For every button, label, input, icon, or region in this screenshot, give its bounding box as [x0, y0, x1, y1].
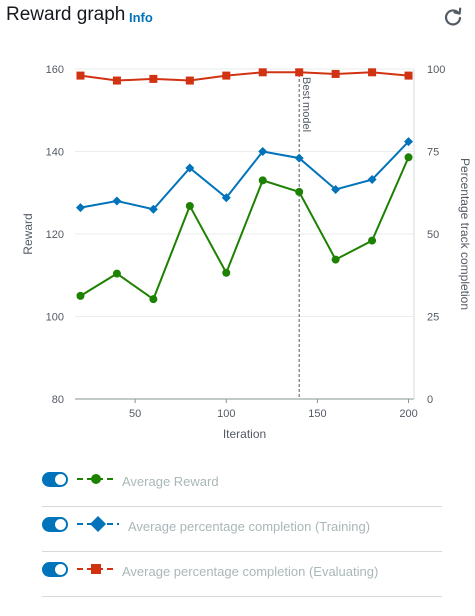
data-point [222, 268, 231, 277]
y-tick-label: 100 [46, 312, 64, 324]
data-point [76, 291, 85, 300]
header: Reward graph Info [6, 4, 469, 30]
series-line-diamond [80, 140, 410, 211]
data-point [294, 153, 304, 163]
data-point [331, 184, 341, 194]
data-point [112, 196, 122, 206]
toggle-knob [55, 564, 66, 575]
legend-item-training: Average percentage completion (Training) [42, 507, 442, 552]
data-point [148, 204, 158, 214]
y2-axis-label: Percentage track completion [458, 158, 472, 310]
reward-series-toggle[interactable] [42, 472, 68, 487]
y2-tick-label: 75 [427, 147, 439, 159]
series-line-square [80, 71, 409, 82]
training-series-toggle[interactable] [42, 517, 68, 532]
y-tick-label: 160 [46, 64, 64, 76]
data-point [331, 69, 340, 78]
circle-marker-icon [77, 474, 115, 484]
series-line-circle [79, 156, 410, 301]
square-marker-icon [77, 564, 115, 574]
data-point [76, 71, 85, 80]
data-point [75, 203, 85, 213]
x-tick-label: 200 [399, 408, 417, 420]
data-point [367, 175, 377, 185]
legend: Average Reward Average percentage comple… [42, 462, 442, 597]
data-point [404, 153, 413, 162]
data-point [404, 71, 413, 80]
legend-label: Average percentage completion (Evaluatin… [122, 564, 379, 579]
data-point [258, 176, 267, 185]
data-point [258, 68, 267, 77]
best-model-label: Best model [300, 77, 312, 132]
y-tick-label: 140 [46, 147, 64, 159]
data-point [331, 255, 340, 264]
y-axis-label: Reward [21, 213, 35, 254]
y2-tick-label: 0 [427, 394, 433, 406]
legend-item-average-reward: Average Reward [42, 462, 442, 507]
data-point [185, 201, 194, 210]
x-tick-label: 50 [129, 408, 141, 420]
y-tick-label: 120 [46, 229, 64, 241]
diamond-marker-icon [77, 516, 119, 532]
y2-tick-label: 100 [427, 64, 445, 76]
toggle-knob [55, 519, 66, 530]
data-point [295, 187, 304, 196]
data-point [404, 137, 414, 147]
x-tick-label: 150 [308, 408, 326, 420]
data-point [112, 76, 121, 85]
evaluating-series-toggle[interactable] [42, 562, 68, 577]
legend-label: Average Reward [122, 474, 219, 489]
legend-label: Average percentage completion (Training) [128, 519, 371, 534]
y2-tick-label: 25 [427, 312, 439, 324]
legend-item-evaluating: Average percentage completion (Evaluatin… [42, 552, 442, 597]
toggle-knob [55, 474, 66, 485]
data-point [185, 76, 194, 85]
reward-chart: 80 100 120 140 160 0 25 50 75 100 50 100 150 200 Itera… [21, 64, 472, 441]
x-tick-label: 100 [217, 408, 235, 420]
data-point [185, 163, 195, 173]
refresh-icon [444, 7, 462, 26]
data-point [221, 193, 231, 203]
data-point [112, 269, 121, 278]
y-tick-label: 80 [52, 394, 64, 406]
x-axis-label: Iteration [223, 427, 266, 441]
data-point [368, 236, 377, 245]
data-point [258, 147, 268, 156]
info-link[interactable]: Info [129, 10, 153, 25]
data-point [368, 68, 377, 77]
data-point [149, 295, 158, 304]
data-point [149, 74, 158, 83]
y2-tick-label: 50 [427, 229, 439, 241]
refresh-button[interactable] [441, 5, 465, 29]
data-point [295, 68, 304, 77]
page-title: Reward graph [6, 4, 126, 25]
data-point [222, 71, 231, 80]
